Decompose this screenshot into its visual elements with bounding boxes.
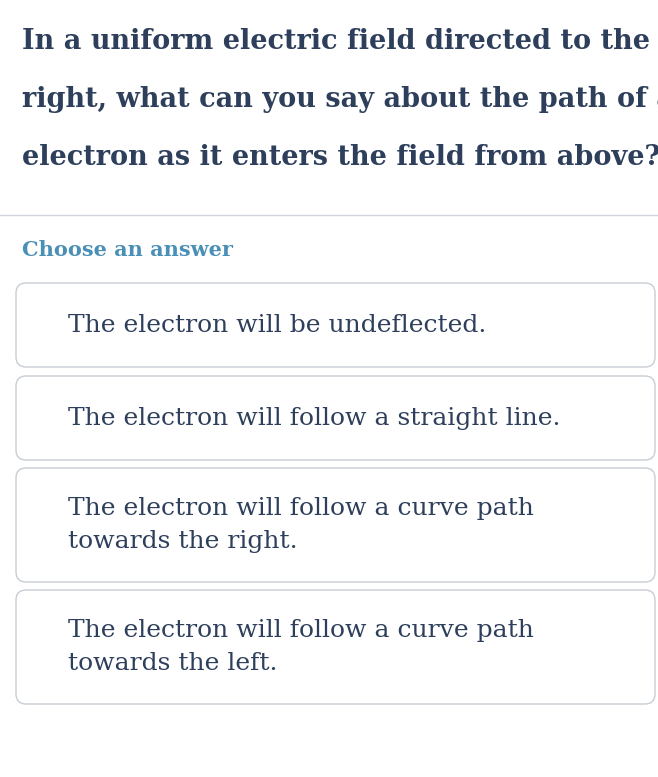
FancyBboxPatch shape (16, 283, 655, 367)
FancyBboxPatch shape (16, 376, 655, 460)
Text: The electron will follow a curve path
towards the right.: The electron will follow a curve path to… (68, 497, 534, 553)
Text: The electron will follow a straight line.: The electron will follow a straight line… (68, 406, 561, 430)
Text: Choose an answer: Choose an answer (22, 240, 233, 260)
Text: right, what can you say about the path of an: right, what can you say about the path o… (22, 86, 658, 113)
Text: electron as it enters the field from above?: electron as it enters the field from abo… (22, 144, 658, 171)
FancyBboxPatch shape (16, 468, 655, 582)
Text: The electron will be undeflected.: The electron will be undeflected. (68, 313, 486, 336)
Text: In a uniform electric field directed to the: In a uniform electric field directed to … (22, 28, 650, 55)
FancyBboxPatch shape (16, 590, 655, 704)
Text: The electron will follow a curve path
towards the left.: The electron will follow a curve path to… (68, 618, 534, 675)
